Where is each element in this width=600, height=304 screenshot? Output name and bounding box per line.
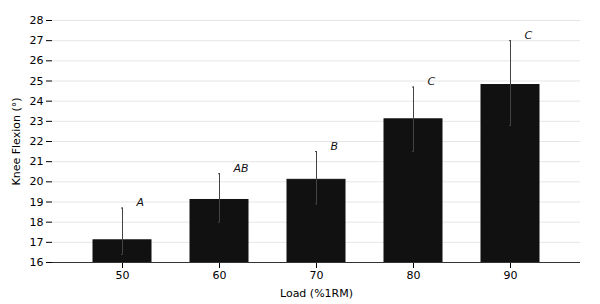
svg-text:28: 28 [30, 14, 44, 27]
svg-text:26: 26 [30, 54, 44, 67]
svg-text:90: 90 [504, 269, 518, 282]
svg-text:60: 60 [213, 269, 227, 282]
svg-text:AB: AB [233, 162, 249, 175]
svg-text:19: 19 [30, 196, 44, 209]
svg-text:21: 21 [30, 155, 44, 168]
svg-text:16: 16 [30, 256, 44, 269]
svg-text:24: 24 [30, 95, 44, 108]
svg-text:C: C [428, 75, 436, 88]
svg-text:20: 20 [30, 175, 44, 188]
svg-text:70: 70 [310, 269, 324, 282]
svg-text:C: C [525, 29, 533, 42]
svg-text:17: 17 [30, 236, 44, 249]
svg-text:Knee Flexion (°): Knee Flexion (°) [10, 97, 23, 185]
svg-text:50: 50 [116, 269, 130, 282]
svg-text:22: 22 [30, 135, 44, 148]
svg-text:A: A [136, 196, 145, 209]
svg-text:B: B [331, 140, 339, 153]
svg-text:80: 80 [407, 269, 421, 282]
svg-text:18: 18 [30, 216, 44, 229]
svg-text:23: 23 [30, 115, 44, 128]
svg-text:Load (%1RM): Load (%1RM) [280, 287, 353, 300]
svg-text:27: 27 [30, 34, 44, 47]
svg-text:25: 25 [30, 75, 44, 88]
